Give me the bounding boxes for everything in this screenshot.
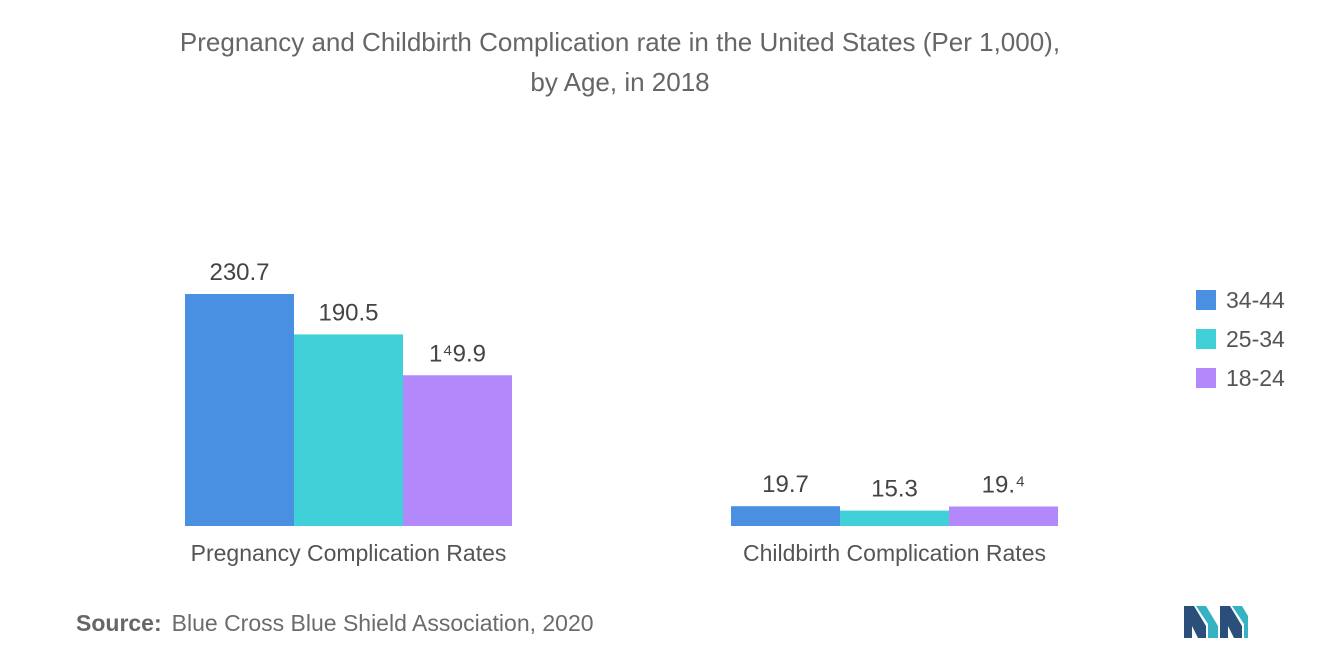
bar-18-24-childbirth [949, 506, 1058, 526]
legend-label: 18-24 [1226, 365, 1285, 391]
data-label: 190.5 [318, 299, 378, 326]
bar-34-44-pregnancy [185, 294, 294, 526]
bar-25-34-childbirth [840, 510, 949, 526]
bar-18-24-pregnancy [403, 375, 512, 526]
bar-chart: 230.7 190.5 1⁴9.9 Pregnancy Complication Ra… [185, 259, 1285, 566]
source-text: Blue Cross Blue Shield Association, 2020 [171, 610, 594, 636]
legend-label: 25-34 [1226, 326, 1285, 352]
data-label: 1⁴9.9 [429, 340, 486, 367]
category-label: Childbirth Complication Rates [743, 540, 1046, 566]
legend-label: 34-44 [1226, 287, 1285, 313]
legend-swatch-34-44 [1196, 290, 1216, 310]
bar-25-34-pregnancy [294, 334, 403, 526]
category-label: Pregnancy Complication Rates [191, 540, 507, 566]
legend-swatch-18-24 [1196, 368, 1216, 388]
bar-34-44-childbirth [731, 506, 840, 526]
mordor-intelligence-logo-icon [1184, 606, 1248, 638]
source-note: Source: Blue Cross Blue Shield Associatio… [76, 610, 594, 637]
source-label: Source: [76, 610, 162, 636]
legend-swatch-25-34 [1196, 329, 1216, 349]
data-label: 230.7 [209, 259, 269, 286]
data-label: 19.7 [762, 471, 809, 498]
data-label: 15.3 [871, 476, 918, 503]
chart-title-line1: Pregnancy and Childbirth Complication ra… [179, 27, 1061, 57]
data-label: 19.⁴ [982, 471, 1026, 498]
chart-title: Pregnancy and Childbirth Complication ra… [40, 22, 1200, 102]
chart-subtitle: by Age, in 2018 [530, 67, 710, 97]
